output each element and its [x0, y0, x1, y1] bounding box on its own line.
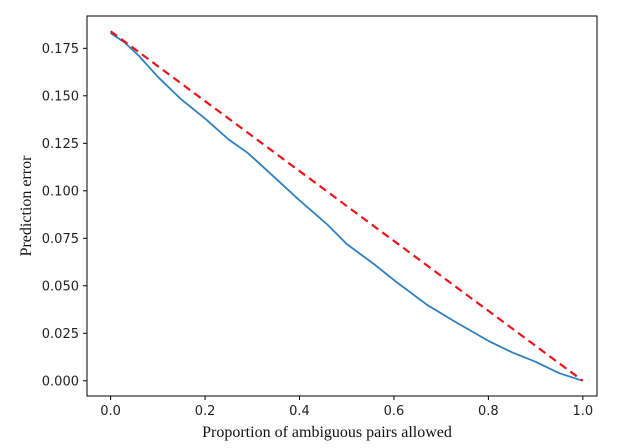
plot-frame: [86, 15, 598, 397]
x-tick-label: 0.4: [289, 404, 310, 419]
x-tick-label: 0.2: [195, 404, 216, 419]
x-axis-title: Proportion of ambiguous pairs allowed: [202, 424, 452, 441]
x-tick-label: 1.0: [572, 404, 593, 419]
y-tick-label: 0.125: [42, 137, 79, 152]
y-tick-label: 0.025: [42, 327, 79, 342]
x-tick-label: 0.0: [100, 404, 121, 419]
plot-area: [87, 16, 597, 396]
error-curve: [110, 32, 584, 382]
y-tick-label: 0.150: [42, 89, 79, 104]
dashed-reference-line: [109, 30, 584, 382]
x-tick-label: 0.8: [478, 404, 499, 419]
series-layer: [109, 30, 584, 382]
y-tick-label: 0.175: [42, 42, 79, 57]
y-axis-title: Prediction error: [18, 155, 35, 257]
y-tick-label: 0.100: [42, 184, 79, 199]
y-tick-label: 0.075: [42, 232, 79, 247]
y-tick-label: 0.050: [42, 279, 79, 294]
y-tick-label: 0.000: [42, 374, 79, 389]
axes-layer: 0.0 0.2 0.4 0.6 0.8 1.0 0.000 0.025 0.050 0.075 0.…: [42, 42, 593, 419]
x-tick-label: 0.6: [384, 404, 405, 419]
